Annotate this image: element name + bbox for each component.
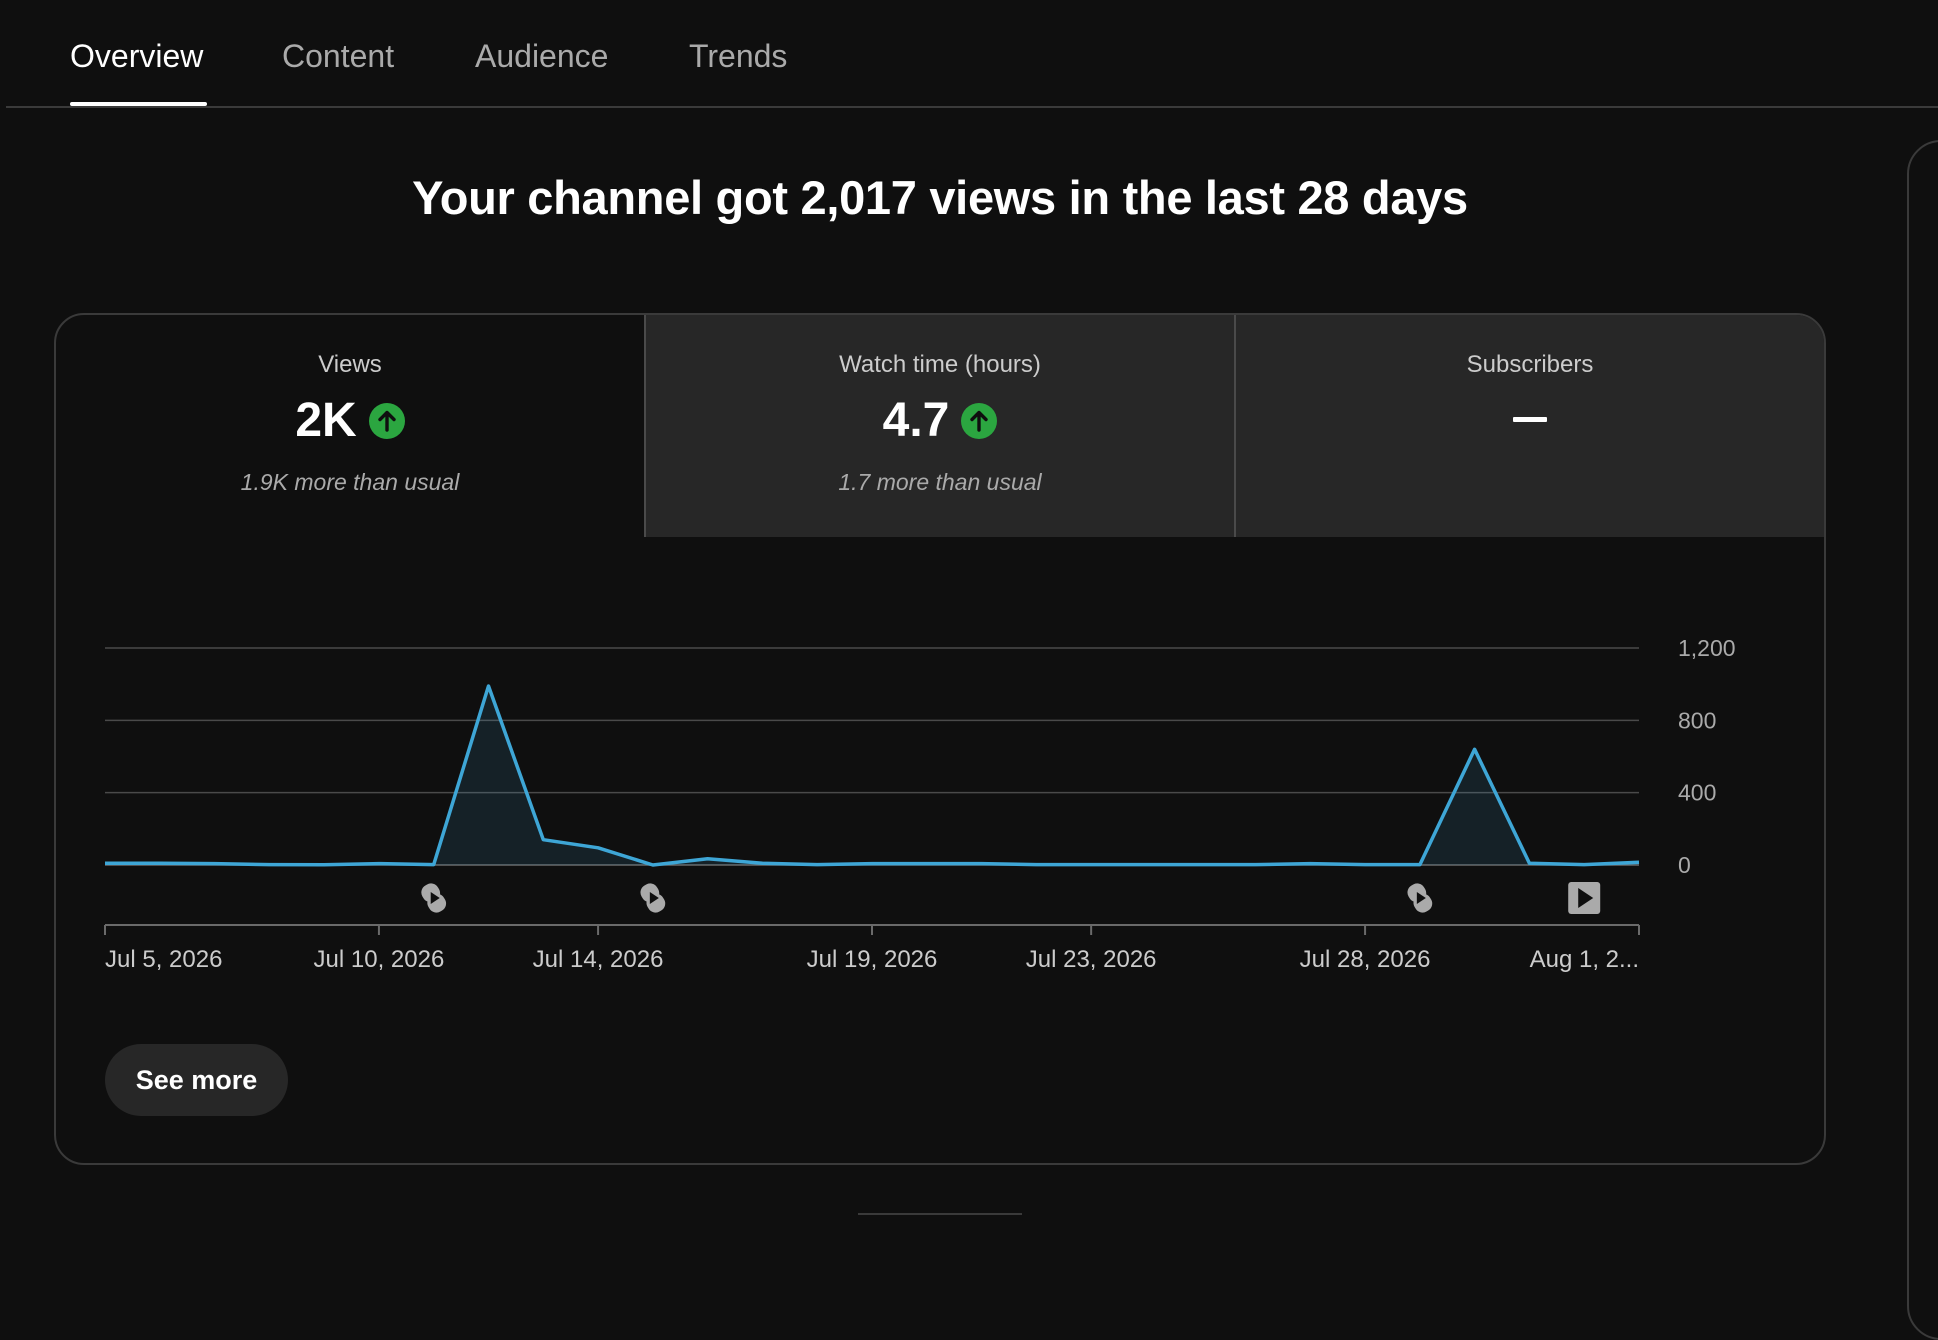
shorts-icon[interactable] (418, 881, 449, 916)
x-tick-label: Jul 19, 2026 (807, 946, 938, 973)
x-tick-label: Aug 1, 2... (1530, 946, 1639, 973)
metric-label-subscribers: Subscribers (1466, 351, 1594, 378)
y-tick-label: 0 (1678, 852, 1691, 878)
metric-tab-views[interactable]: Views 2K 1.9K more than usual (56, 315, 644, 537)
x-tick-label: Jul 23, 2026 (1026, 946, 1157, 973)
x-tick-label: Jul 10, 2026 (314, 946, 445, 973)
overview-card: Views 2K 1.9K more than usual Watch time… (54, 313, 1826, 1165)
arrow-up-icon (368, 402, 405, 439)
tab-audience[interactable]: Audience (475, 38, 609, 74)
page-headline: Your channel got 2,017 views in the last… (412, 171, 1468, 224)
metric-value-watch-time: 4.7 (882, 394, 950, 447)
x-tick-label: Jul 5, 2026 (105, 946, 222, 973)
active-tab-indicator (70, 102, 207, 106)
video-icon[interactable] (1568, 882, 1601, 914)
views-series-area (105, 686, 1639, 865)
tab-content[interactable]: Content (282, 38, 395, 74)
metric-label-views: Views (318, 351, 382, 378)
metric-value-row-watch-time: 4.7 (646, 393, 1234, 448)
x-tick-label: Jul 28, 2026 (1300, 946, 1431, 973)
see-more-button[interactable]: See more (105, 1044, 288, 1116)
tab-overview[interactable]: Overview (70, 38, 204, 74)
x-tick-label: Jul 14, 2026 (533, 946, 664, 973)
tab-trends[interactable]: Trends (689, 38, 788, 74)
metric-label-watch-time: Watch time (hours) (839, 351, 1041, 378)
scroll-handle (858, 1213, 1022, 1215)
views-chart: 0 400 800 1,200 Jul 5, 2026 Jul 10, 2026 Jul 1… (104, 635, 1736, 973)
metric-tabs: Views 2K 1.9K more than usual Watch time… (56, 315, 1824, 537)
y-tick-label: 400 (1678, 780, 1716, 806)
y-tick-label: 1,200 (1678, 635, 1736, 661)
metric-value-row-views: 2K (56, 393, 644, 448)
metric-tab-subscribers[interactable]: Subscribers — (1234, 315, 1824, 537)
views-series-line (105, 684, 1640, 867)
metric-note-views: 1.9K more than usual (240, 469, 460, 495)
metric-tab-watch-time[interactable]: Watch time (hours) 4.7 1.7 more than usu… (644, 315, 1234, 537)
metric-value-subscribers-dash (1513, 417, 1547, 422)
shorts-icon[interactable] (638, 881, 669, 916)
shorts-icon[interactable] (1405, 881, 1436, 916)
side-panel-edge (1907, 140, 1938, 1340)
tab-bar: Overview Content Audience Trends (6, 0, 1938, 108)
metric-note-watch-time: 1.7 more than usual (838, 469, 1042, 495)
arrow-up-icon (961, 402, 998, 439)
metric-value-views: 2K (295, 394, 357, 447)
y-tick-label: 800 (1678, 707, 1716, 733)
